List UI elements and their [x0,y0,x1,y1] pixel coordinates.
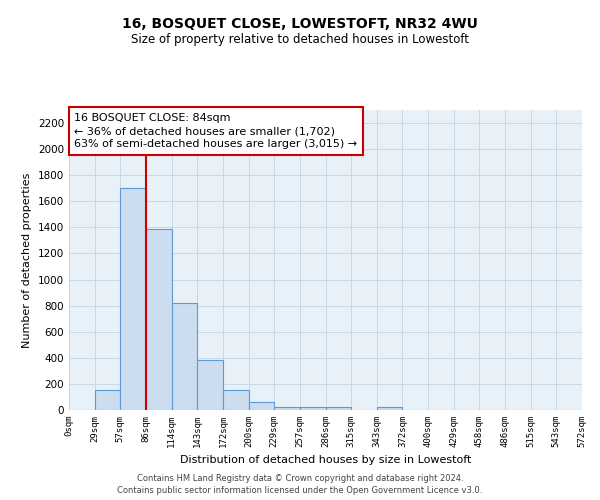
Text: Contains HM Land Registry data © Crown copyright and database right 2024.
Contai: Contains HM Land Registry data © Crown c… [118,474,482,495]
Bar [377,408,403,410]
Text: 16 BOSQUET CLOSE: 84sqm
← 36% of detached houses are smaller (1,702)
63% of semi: 16 BOSQUET CLOSE: 84sqm ← 36% of detache… [74,113,357,150]
Bar [325,406,351,410]
Bar [95,390,121,410]
Bar [248,402,274,410]
Y-axis label: Number of detached properties: Number of detached properties [22,172,32,348]
Bar [121,188,146,410]
Bar [146,228,172,410]
Bar [223,390,248,410]
Bar [274,406,300,410]
Bar [197,360,223,410]
X-axis label: Distribution of detached houses by size in Lowestoft: Distribution of detached houses by size … [180,456,471,466]
Text: 16, BOSQUET CLOSE, LOWESTOFT, NR32 4WU: 16, BOSQUET CLOSE, LOWESTOFT, NR32 4WU [122,18,478,32]
Bar [172,303,197,410]
Bar [300,406,325,410]
Text: Size of property relative to detached houses in Lowestoft: Size of property relative to detached ho… [131,32,469,46]
